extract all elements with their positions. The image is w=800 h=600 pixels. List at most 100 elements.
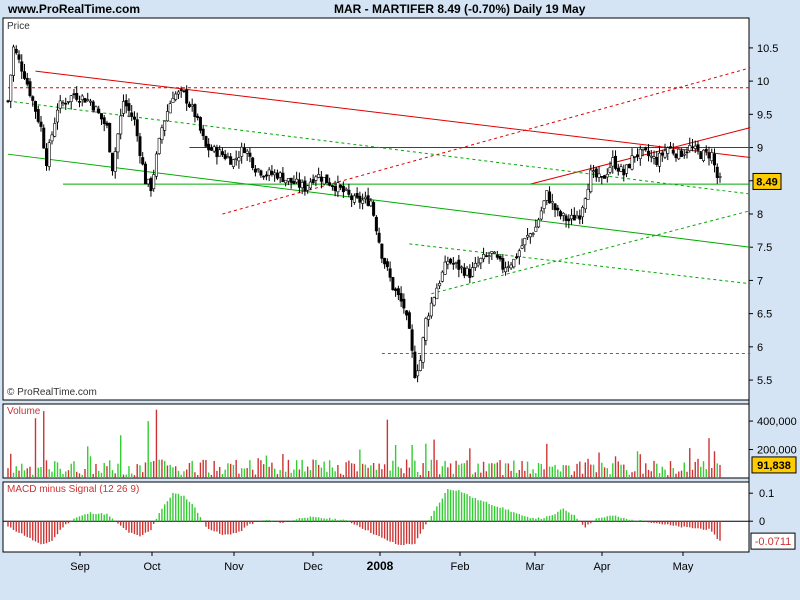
last-price-badge xyxy=(752,172,782,190)
candle-body xyxy=(88,100,92,103)
candle-body xyxy=(380,243,384,259)
x-tick-label: Oct xyxy=(143,561,160,573)
candle-body xyxy=(388,268,392,278)
candle-body xyxy=(121,101,125,114)
candle-body xyxy=(438,283,442,287)
candle-body xyxy=(215,147,219,158)
candle-body xyxy=(339,184,343,188)
volume-y-tick-label: 400,000 xyxy=(757,416,797,428)
candle-body xyxy=(534,226,538,232)
candle-body xyxy=(20,61,24,72)
candle-body xyxy=(6,100,10,103)
candle-body xyxy=(273,172,277,176)
candle-body xyxy=(300,182,304,189)
candle-body xyxy=(50,134,54,142)
candle-body xyxy=(680,150,684,157)
candle-body xyxy=(493,251,497,254)
candle-body xyxy=(652,156,656,159)
candle-body xyxy=(636,154,640,157)
candle-body xyxy=(633,156,637,158)
candle-body xyxy=(132,116,136,120)
candle-body xyxy=(578,215,582,220)
candle-body xyxy=(548,191,552,204)
candle-body xyxy=(707,152,711,159)
candle-body xyxy=(14,48,18,54)
candle-body xyxy=(372,202,376,216)
candle-body xyxy=(616,167,620,172)
candle-body xyxy=(319,176,323,182)
candle-body xyxy=(671,149,675,154)
candle-body xyxy=(97,108,101,114)
candle-body xyxy=(42,127,46,149)
candle-body xyxy=(361,199,365,204)
candle-body xyxy=(699,152,703,159)
candle-body xyxy=(462,267,466,276)
candle-body xyxy=(295,178,299,183)
macd-last-label: -0.0711 xyxy=(755,536,792,548)
candle-body xyxy=(713,153,717,166)
candle-body xyxy=(289,177,293,183)
candle-body xyxy=(308,181,312,189)
candle-body xyxy=(641,148,645,151)
price-y-tick-label: 8 xyxy=(757,209,763,221)
candle-body xyxy=(333,186,337,192)
candle-body xyxy=(69,95,73,102)
candle-body xyxy=(174,93,178,100)
price-y-tick-label: 7 xyxy=(757,275,763,287)
candle-body xyxy=(341,185,345,193)
candle-body xyxy=(638,148,642,160)
candle-body xyxy=(363,196,367,200)
candle-body xyxy=(575,215,579,219)
candle-body xyxy=(284,179,288,184)
candle-body xyxy=(330,185,334,188)
candle-body xyxy=(91,101,95,111)
candle-body xyxy=(460,266,464,269)
candle-body xyxy=(86,99,90,101)
candle-body xyxy=(231,159,235,167)
candle-body xyxy=(674,153,678,158)
candle-body xyxy=(482,254,486,260)
candle-body xyxy=(77,101,81,103)
candle-body xyxy=(116,133,120,153)
candle-body xyxy=(586,188,590,200)
candle-body xyxy=(660,152,664,156)
candle-body xyxy=(66,101,70,103)
candle-body xyxy=(625,164,629,174)
candle-body xyxy=(190,104,194,107)
candle-body xyxy=(218,149,222,157)
candle-body xyxy=(322,177,326,185)
candle-body xyxy=(64,102,68,105)
x-tick-label: Nov xyxy=(224,561,244,573)
candle-body xyxy=(160,127,164,141)
x-tick-label: Dec xyxy=(303,561,323,573)
trendline xyxy=(431,210,751,295)
candle-body xyxy=(55,109,59,123)
candle-body xyxy=(647,150,651,157)
candle-body xyxy=(457,259,461,270)
watermark: © ProRealTime.com xyxy=(7,387,97,398)
candle-body xyxy=(663,150,667,158)
candle-body xyxy=(399,293,403,302)
candle-body xyxy=(688,145,692,151)
candle-body xyxy=(366,195,370,206)
candle-body xyxy=(127,103,131,111)
candle-body xyxy=(531,233,535,235)
candle-body xyxy=(350,195,354,200)
candle-body xyxy=(374,216,378,232)
candle-body xyxy=(262,175,266,178)
candle-body xyxy=(589,169,593,192)
chart-title: MAR - MARTIFER 8.49 (-0.70%) Daily 19 Ma… xyxy=(334,2,586,16)
candle-body xyxy=(355,193,359,198)
candle-body xyxy=(154,153,158,177)
candle-body xyxy=(396,288,400,296)
candle-body xyxy=(512,258,516,268)
candle-body xyxy=(256,168,260,171)
candle-body xyxy=(413,351,417,379)
candle-body xyxy=(143,163,147,185)
candle-body xyxy=(240,146,244,157)
candle-body xyxy=(61,102,65,104)
candle-body xyxy=(572,214,576,221)
candle-body xyxy=(176,91,180,95)
candle-body xyxy=(347,189,351,195)
